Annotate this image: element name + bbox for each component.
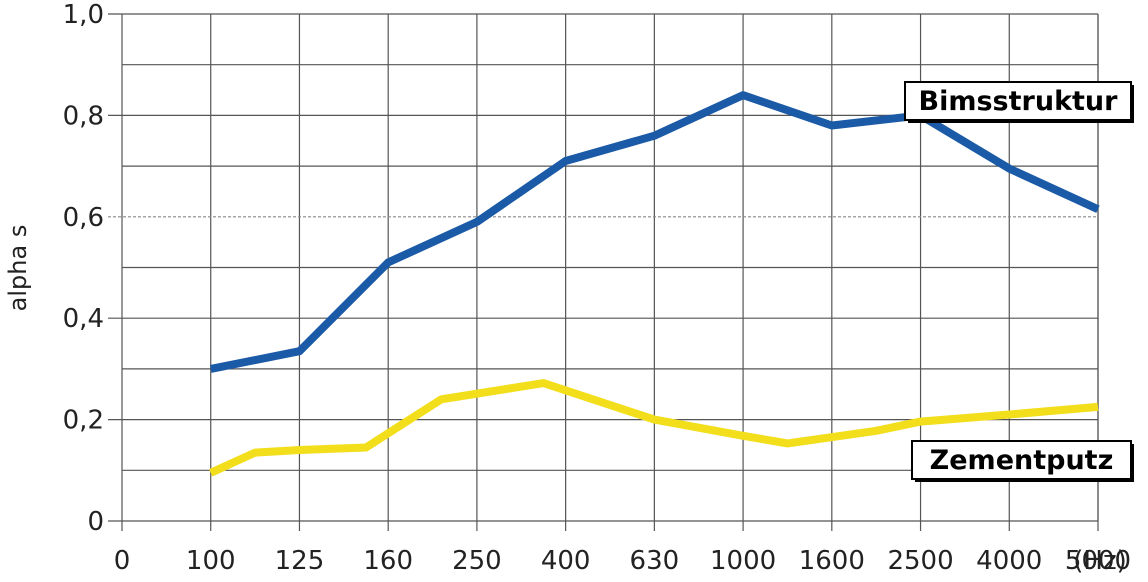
series-label-text: Bimsstruktur [919,86,1119,117]
series-labels: Bimsstruktur Zementputz [904,81,1134,482]
x-tick-label: 160 [363,546,413,576]
y-tick-label: 0 [87,507,104,537]
y-tick-label: 0,2 [63,406,104,436]
series-lines [209,91,1100,477]
series-label-zementputz: Zementputz [911,440,1134,482]
x-tick-label: 4000 [976,546,1042,576]
series-line-bimsstruktur [209,91,1100,373]
x-tick-label: 100 [186,546,236,576]
y-tick-label: 0,8 [63,101,104,131]
series-label-bimsstruktur: Bimsstruktur [904,81,1134,123]
x-unit-label: (Hz) [1073,546,1127,576]
y-tick-label: 1,0 [63,0,104,30]
x-tick-label: 630 [630,546,680,576]
x-tick-label: 0 [114,546,131,576]
x-tick-label: 125 [275,546,325,576]
x-tick-label: 1000 [710,546,776,576]
x-tick-label: 1600 [799,546,865,576]
x-tick-label: 5000 [1065,546,1131,576]
x-tick-label: 2500 [887,546,953,576]
x-tick-label: 400 [541,546,591,576]
x-tick-label: 250 [452,546,502,576]
series-label-text: Zementputz [930,445,1114,476]
series-line-zementputz [209,379,1099,477]
y-tick-label: 0,4 [63,304,104,334]
y-tick-label: 0,6 [63,203,104,233]
x-tick-labels: 0 100 125 160 250 400 630 1000 1600 2500 4000 5000 [114,546,1131,576]
y-tick-labels: 0 0,2 0,4 0,6 0,8 1,0 [63,0,104,537]
y-axis-label: alpha s [4,225,32,312]
